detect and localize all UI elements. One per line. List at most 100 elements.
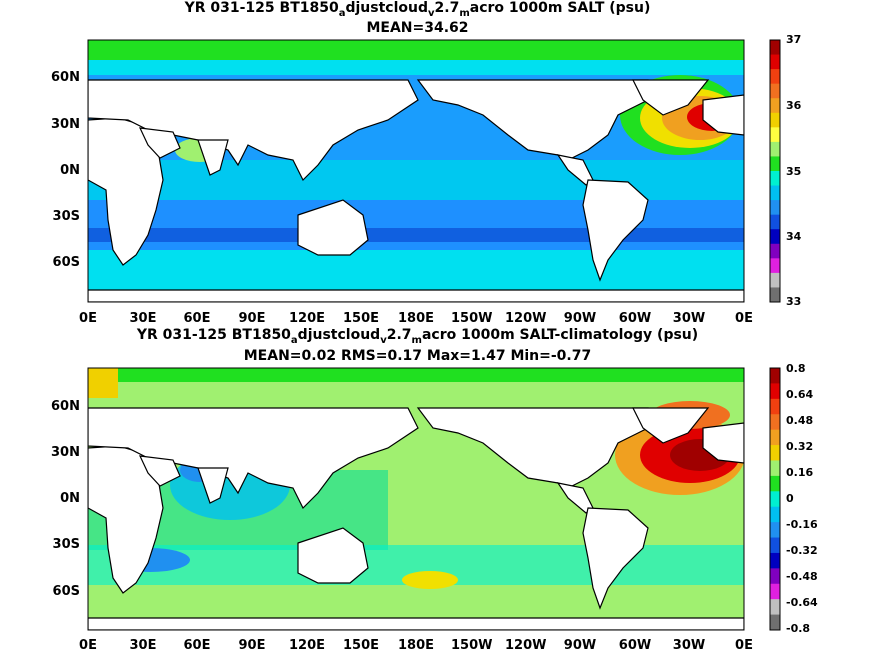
- x-label: 60W: [618, 638, 652, 653]
- panel1-frame: [87, 39, 745, 303]
- x-label: 30E: [129, 638, 157, 653]
- colorbar-tick-label: 0.16: [786, 466, 814, 479]
- panel1-title: YR 031-125 BT1850adjustcloudv2.7macro 10…: [184, 0, 651, 19]
- y-label: 60S: [52, 584, 80, 599]
- x-label: 180E: [397, 638, 435, 653]
- colorbar-tick-label: 33: [786, 295, 802, 308]
- panel2-frame: [87, 367, 745, 631]
- colorbar-swatch: [770, 522, 780, 539]
- colorbar-frame: [769, 39, 781, 303]
- colorbar-swatch: [770, 429, 780, 446]
- x-label: 90W: [563, 311, 597, 326]
- y-label: 60N: [51, 399, 80, 414]
- x-label: 0E: [735, 311, 753, 326]
- colorbar-swatch: [770, 599, 780, 616]
- x-label: 150E: [342, 311, 380, 326]
- x-label: 90E: [238, 311, 266, 326]
- colorbar-swatch: [770, 258, 780, 274]
- colorbar-swatch: [770, 506, 780, 523]
- y-label: 30N: [51, 117, 80, 132]
- colorbar-swatch: [770, 614, 780, 631]
- x-label: 0E: [79, 638, 97, 653]
- colorbar-swatch: [770, 156, 780, 172]
- colorbar-swatch: [770, 398, 780, 415]
- colorbar-tick-label: -0.16: [786, 518, 818, 531]
- x-label: 120E: [288, 638, 326, 653]
- colorbar-tick-label: 0.32: [786, 440, 814, 453]
- colorbar-tick-label: 35: [786, 165, 802, 178]
- colorbar-tick-label: 0.64: [786, 388, 814, 401]
- x-label: 150W: [451, 311, 493, 326]
- colorbar-swatch: [770, 69, 780, 85]
- x-label: 60E: [183, 638, 211, 653]
- colorbar-tick-label: 0: [786, 492, 794, 505]
- colorbar-tick-label: -0.32: [786, 544, 818, 557]
- colorbar-swatch: [770, 568, 780, 585]
- panel2-title: YR 031-125 BT1850adjustcloudv2.7macro 10…: [136, 327, 699, 346]
- colorbar-swatch: [770, 54, 780, 70]
- colorbar-swatch: [770, 243, 780, 259]
- y-label: 0N: [60, 163, 80, 178]
- colorbar-swatch: [770, 83, 780, 99]
- x-label: 60W: [618, 311, 652, 326]
- colorbar-swatch: [770, 112, 780, 128]
- colorbar-tick-label: -0.48: [786, 570, 818, 583]
- colorbar-swatch: [770, 171, 780, 187]
- colorbar-tick-label: 0.48: [786, 414, 814, 427]
- colorbar-swatch: [770, 552, 780, 569]
- x-label: 120W: [505, 638, 547, 653]
- panel1-subtitle: MEAN=34.62: [366, 20, 469, 36]
- colorbar-swatch: [770, 185, 780, 201]
- colorbar-swatch: [770, 491, 780, 508]
- colorbar-swatch: [770, 368, 780, 384]
- colorbar-swatch: [770, 214, 780, 230]
- colorbar-swatch: [770, 383, 780, 400]
- colorbar-swatch: [770, 460, 780, 477]
- x-label: 90W: [563, 638, 597, 653]
- y-label: 30N: [51, 445, 80, 460]
- x-label: 30W: [672, 311, 706, 326]
- x-label: 60E: [183, 311, 211, 326]
- colorbar-swatch: [770, 287, 780, 303]
- colorbar-swatch: [770, 537, 780, 554]
- colorbar-tick-label: 37: [786, 33, 802, 46]
- colorbar-swatch: [770, 40, 780, 56]
- x-label: 120W: [505, 311, 547, 326]
- colorbar-tick-label: 0.8: [786, 362, 806, 375]
- y-label: 60S: [52, 255, 80, 270]
- colorbar-frame: [769, 367, 781, 631]
- colorbar-salt: [769, 39, 781, 303]
- x-label: 180E: [397, 311, 435, 326]
- y-label: 0N: [60, 491, 80, 506]
- colorbar-tick-label: 36: [786, 99, 802, 112]
- colorbar-swatch: [770, 127, 780, 143]
- y-label: 30S: [52, 209, 80, 224]
- colorbar-swatch: [770, 141, 780, 157]
- salt-anomaly-map: [88, 368, 744, 630]
- colorbar-tick-label: 34: [786, 230, 802, 243]
- x-label: 30W: [672, 638, 706, 653]
- colorbar-swatch: [770, 445, 780, 461]
- x-label: 120E: [288, 311, 326, 326]
- colorbar-swatch: [770, 583, 780, 600]
- x-label: 0E: [735, 638, 753, 653]
- colorbar-tick-label: -0.8: [786, 622, 811, 635]
- y-label: 30S: [52, 537, 80, 552]
- colorbar-swatch: [770, 98, 780, 114]
- colorbar-tick-label: -0.64: [786, 596, 818, 609]
- x-label: 0E: [79, 311, 97, 326]
- x-label: 150W: [451, 638, 493, 653]
- colorbar-anomaly: [769, 367, 781, 631]
- colorbar-swatch: [770, 475, 780, 492]
- y-label: 60N: [51, 70, 80, 85]
- panel2-subtitle: MEAN=0.02 RMS=0.17 Max=1.47 Min=-0.77: [243, 348, 592, 364]
- x-label: 90E: [238, 638, 266, 653]
- salt-map: [88, 40, 744, 302]
- x-label: 150E: [342, 638, 380, 653]
- x-label: 30E: [129, 311, 157, 326]
- colorbar-swatch: [770, 229, 780, 245]
- colorbar-swatch: [770, 200, 780, 216]
- colorbar-swatch: [770, 272, 780, 288]
- colorbar-swatch: [770, 414, 780, 431]
